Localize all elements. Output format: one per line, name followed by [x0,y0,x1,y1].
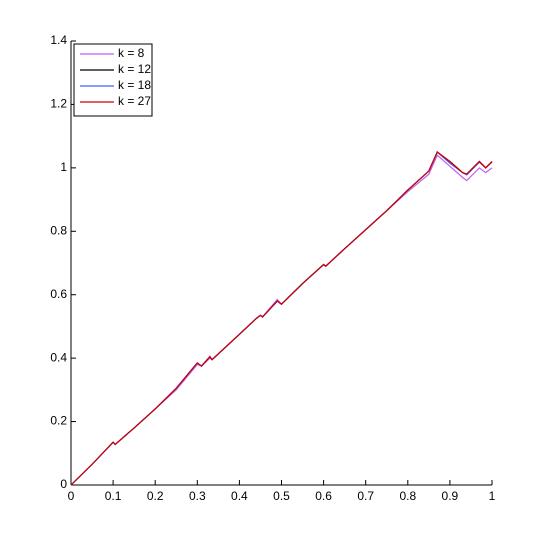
series-line [70,151,493,486]
x-tick-label: 0.1 [105,489,122,503]
x-tick-label: 0.3 [189,489,206,503]
series-line [70,151,493,486]
legend-label: k = 8 [118,46,145,60]
y-tick-label: 1.4 [50,33,67,47]
y-tick-label: 0 [60,477,67,491]
y-tick-label: 0.8 [50,223,67,237]
series-line [70,154,493,486]
x-tick-label: 0.7 [357,489,374,503]
x-tick-label: 1 [489,489,496,503]
y-tick-label: 1 [60,160,67,174]
x-tick-label: 0.4 [231,489,248,503]
legend-label: k = 18 [118,78,151,92]
legend-label: k = 12 [118,62,151,76]
y-tick-label: 0.2 [50,414,67,428]
y-tick-label: 1.2 [50,97,67,111]
x-tick-label: 0.6 [315,489,332,503]
legend-box [73,43,153,117]
series-line [70,151,493,486]
y-tick-label: 0.6 [50,287,67,301]
x-tick-label: 0.5 [273,489,290,503]
x-tick-label: 0 [68,489,75,503]
legend-label: k = 27 [118,94,151,108]
x-tick-label: 0.9 [442,489,459,503]
x-tick-label: 0.2 [147,489,164,503]
x-tick-label: 0.8 [399,489,416,503]
y-tick-label: 0.4 [50,350,67,364]
